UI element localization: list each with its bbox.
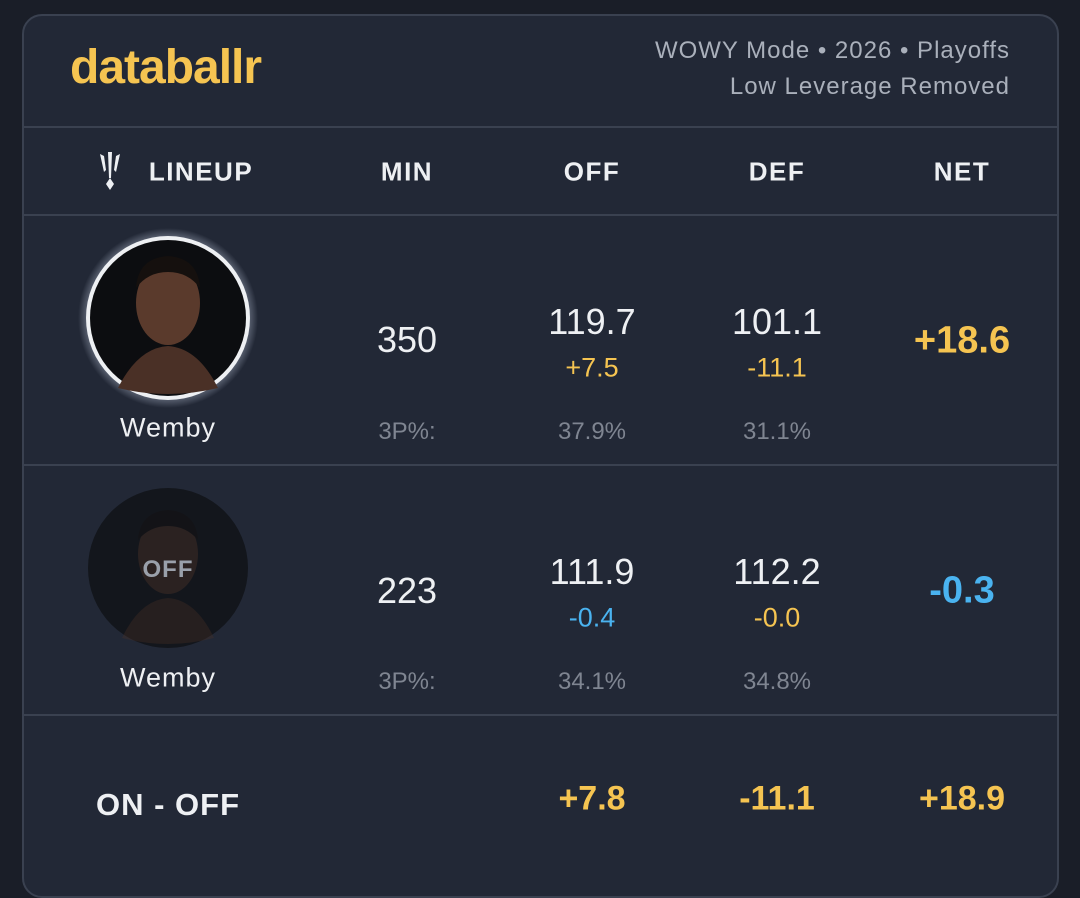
def-diff: -11.1 (747, 352, 807, 383)
column-header: MIN (380, 156, 434, 187)
logo: databallr (70, 41, 262, 94)
off-3p: 37.9% (557, 418, 627, 445)
def-3p: 34.8% (742, 668, 812, 695)
net-rating: -0.3 (929, 569, 995, 612)
minutes: 350 (376, 319, 438, 360)
column-header: OFF (563, 156, 621, 187)
player-avatar (78, 228, 258, 408)
page: databallr WOWY Mode • 2026 • Playoffs Lo… (22, 14, 1059, 898)
player-avatar (88, 488, 248, 648)
subtitle: Low Leverage Removed (729, 73, 1010, 100)
def-3p: 31.1% (742, 418, 812, 445)
off-badge: OFF (142, 556, 194, 583)
column-header: NET (933, 156, 991, 187)
off-3p: 34.1% (557, 668, 627, 695)
minutes: 223 (376, 570, 438, 611)
divider (22, 126, 1057, 128)
footer-label: ON - OFF (95, 787, 241, 822)
column-header: DEF (748, 156, 806, 187)
player-name: Wemby (119, 662, 217, 693)
def-diff: -0.0 (753, 602, 801, 633)
off-diff: +7.5 (565, 352, 619, 383)
three-label: 3P%: (378, 668, 436, 695)
footer-net: +18.9 (918, 779, 1006, 818)
subtitle: WOWY Mode • 2026 • Playoffs (654, 37, 1010, 64)
def-rating: 101.1 (731, 301, 823, 342)
off-rating: 119.7 (548, 301, 636, 342)
footer-def: -11.1 (739, 779, 815, 818)
footer-off: +7.8 (558, 779, 626, 818)
divider (22, 714, 1057, 716)
team-icon (100, 152, 120, 190)
three-label: 3P%: (378, 418, 436, 445)
column-header: LINEUP (148, 156, 254, 187)
off-diff: -0.4 (568, 602, 616, 633)
divider (22, 464, 1057, 466)
divider (22, 214, 1057, 216)
off-rating: 111.9 (549, 551, 635, 592)
net-rating: +18.6 (913, 319, 1011, 362)
def-rating: 112.2 (733, 551, 821, 592)
player-name: Wemby (119, 412, 217, 443)
card (22, 14, 1059, 898)
